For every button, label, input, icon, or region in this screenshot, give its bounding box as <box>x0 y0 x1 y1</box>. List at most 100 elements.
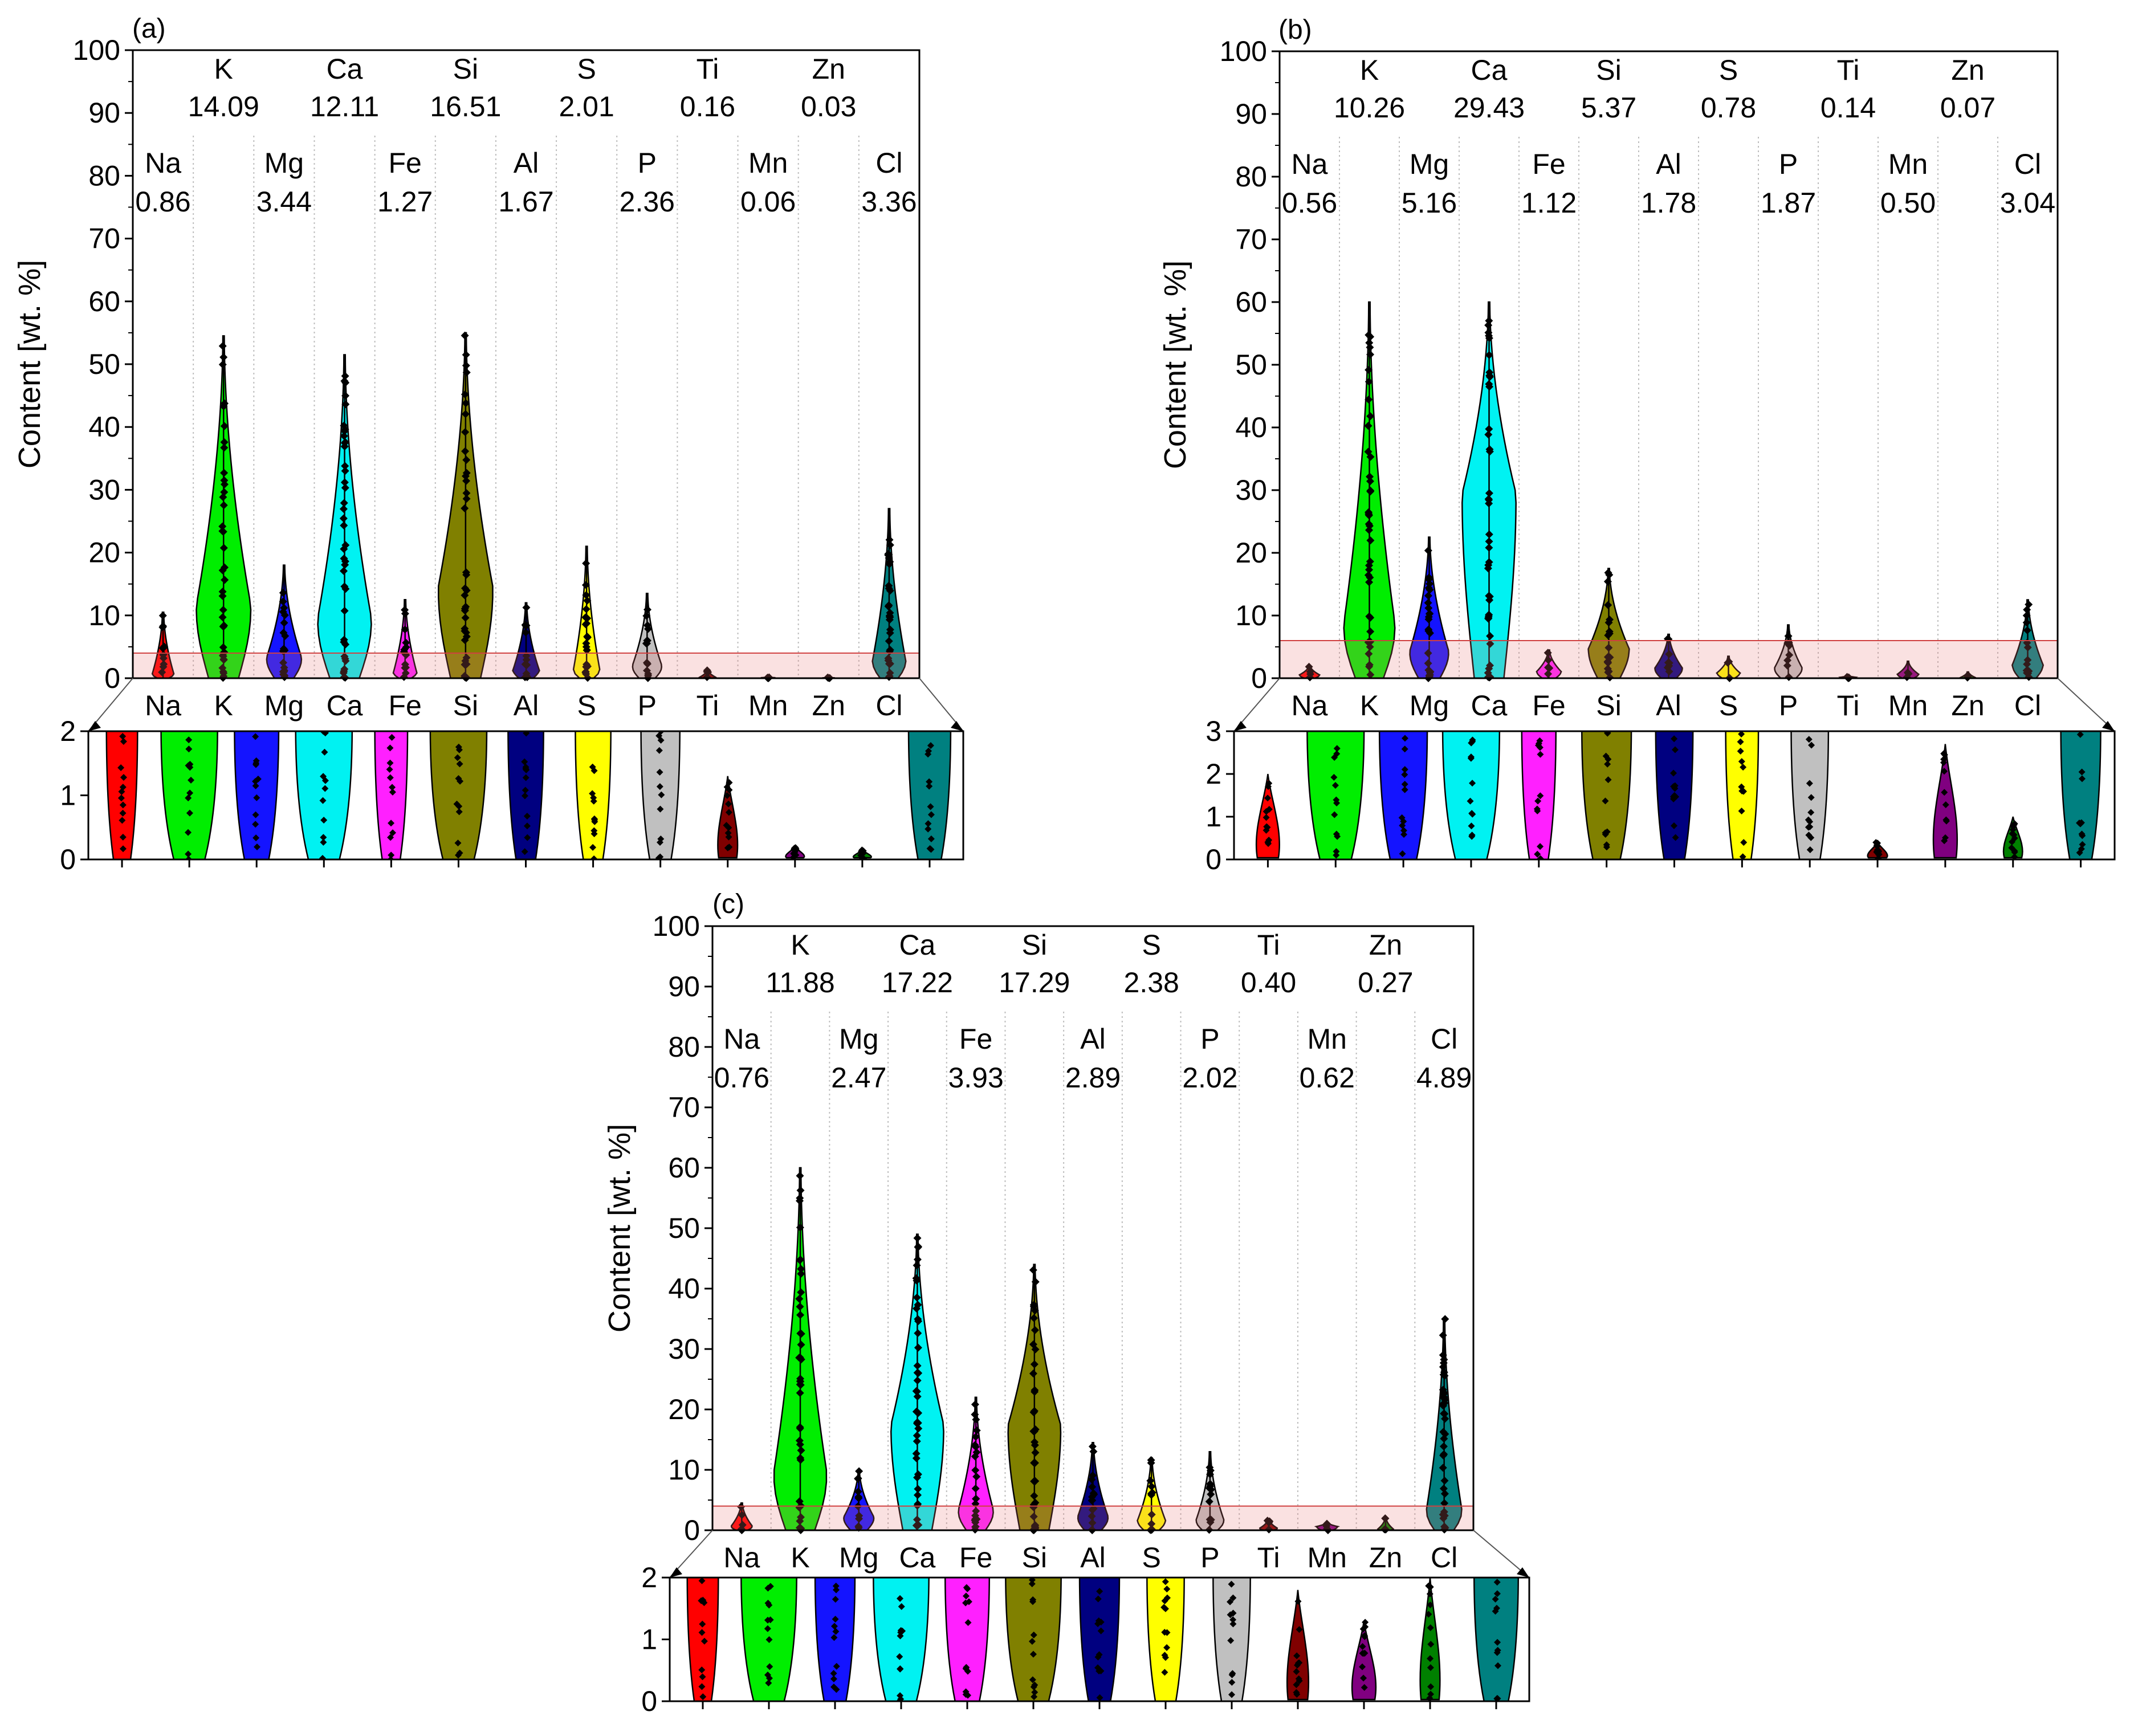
inset-data-point-Ca <box>1469 738 1476 745</box>
data-point-Si <box>461 390 469 398</box>
mean-element-label: Mn <box>1888 148 1928 180</box>
data-point-Ca <box>341 378 350 387</box>
inset-data-point-Ca <box>1468 810 1476 817</box>
mean-value-label: 2.02 <box>1182 1062 1237 1094</box>
inset-data-point-K <box>765 1674 773 1682</box>
inset-data-point-Mg <box>1401 786 1408 793</box>
inset-data-point-Mg <box>1401 781 1408 788</box>
inset-data-point-P <box>1229 1670 1236 1677</box>
inset-data-point-Na <box>120 773 127 781</box>
mean-value-label: 2.47 <box>831 1062 886 1094</box>
inset-data-point-Al <box>1671 735 1678 743</box>
inset-data-point-K <box>1331 811 1338 818</box>
mean-element-label: Na <box>145 147 181 179</box>
inset-violin-Ca <box>1441 731 1501 859</box>
data-point-S <box>1146 1477 1155 1485</box>
inset-data-point-Ca <box>321 785 329 792</box>
data-point-Al <box>1088 1496 1097 1505</box>
inset-data-point-Mg <box>832 1596 839 1603</box>
inset-data-point-Ca <box>319 797 327 804</box>
data-point-Mg <box>280 663 288 672</box>
inset-data-point-S <box>1738 787 1746 794</box>
data-point-Si <box>462 368 471 377</box>
inset-data-point-Cl <box>927 835 935 842</box>
y-tick-label: 40 <box>1235 411 1267 443</box>
data-point-K <box>220 443 229 452</box>
data-point-Si <box>1029 1370 1037 1378</box>
mean-element-label: Mg <box>264 147 304 179</box>
inset-violin-K <box>1306 731 1365 859</box>
mean-value-label: 1.27 <box>377 186 433 218</box>
inset-data-point-K <box>186 789 194 797</box>
inset-data-point-P <box>1805 736 1813 743</box>
data-point-K <box>220 422 229 430</box>
data-point-Cl <box>885 536 894 544</box>
data-point-Si <box>1604 601 1612 609</box>
data-point-Si <box>462 456 471 464</box>
data-point-Mg <box>279 645 288 653</box>
arrow-head-right <box>951 721 963 731</box>
data-point-K <box>1365 377 1373 386</box>
data-point-Cl <box>886 609 894 617</box>
inset-data-point-K <box>1333 745 1341 752</box>
inset-data-point-Mn <box>1942 816 1950 824</box>
inset-data-point-Mn <box>1359 1625 1367 1633</box>
inset-data-point-Zn <box>2009 826 2017 833</box>
data-point-Mg <box>854 1488 862 1496</box>
inset-data-point-Mg <box>1401 735 1408 742</box>
mean-element-label: Zn <box>1369 929 1402 961</box>
data-point-Cl <box>1440 1489 1449 1498</box>
inset-data-point-Al <box>1670 769 1677 777</box>
y-tick-label: 10 <box>1235 600 1267 631</box>
data-point-Ca <box>1485 380 1493 388</box>
data-point-K <box>1366 627 1375 636</box>
data-point-Si <box>1030 1360 1039 1368</box>
data-point-S <box>583 619 591 627</box>
arrow-head-left <box>670 1567 682 1578</box>
inset-data-point-Fe <box>386 765 393 773</box>
data-point-K <box>219 655 228 663</box>
data-point-Ca <box>914 1343 922 1352</box>
data-point-Cl <box>1439 1428 1448 1436</box>
data-point-Ca <box>341 392 350 400</box>
inset-data-point-Cl <box>1492 1595 1499 1603</box>
data-point-P <box>1783 661 1791 670</box>
data-point-Si <box>1606 653 1614 662</box>
inset-data-point-P <box>655 732 663 740</box>
inset-data-point-Zn <box>1425 1611 1432 1618</box>
data-point-K <box>797 1340 805 1349</box>
data-point-Si <box>462 361 470 370</box>
category-label-Cl: Cl <box>2014 690 2041 722</box>
inset-data-point-K <box>186 760 194 768</box>
inset-data-point-Ca <box>896 1697 903 1701</box>
mean-value-label: 3.04 <box>2000 187 2055 219</box>
inset-plot-a <box>105 731 952 859</box>
data-point-Si <box>1031 1326 1039 1334</box>
category-label-P: P <box>638 690 657 722</box>
data-point-Si <box>1605 570 1614 579</box>
data-point-K <box>795 1294 804 1303</box>
data-point-Mg <box>279 658 288 667</box>
inset-data-point-Na <box>120 737 127 745</box>
data-point-Fe <box>971 1432 980 1441</box>
data-point-Si <box>461 331 469 340</box>
data-point-S <box>582 605 590 613</box>
data-point-Ca <box>341 483 349 492</box>
y-tick-label: 20 <box>668 1393 700 1425</box>
data-point-Si <box>461 428 470 437</box>
data-point-Si <box>1031 1438 1039 1446</box>
data-point-Si <box>1029 1266 1037 1274</box>
mean-value-label: 0.40 <box>1241 967 1296 999</box>
data-point-Si <box>461 447 470 455</box>
inset-data-point-K <box>766 1663 773 1670</box>
data-point-Ca <box>913 1392 922 1401</box>
data-point-P <box>642 658 651 667</box>
data-point-Al <box>521 621 530 629</box>
data-point-Ca <box>340 421 348 430</box>
data-point-K <box>1366 477 1374 486</box>
data-point-Zn <box>1380 1525 1389 1534</box>
data-point-Fe <box>402 638 410 647</box>
data-point-P <box>1206 1515 1214 1524</box>
data-point-P <box>1206 1470 1215 1478</box>
data-point-K <box>1366 573 1374 582</box>
